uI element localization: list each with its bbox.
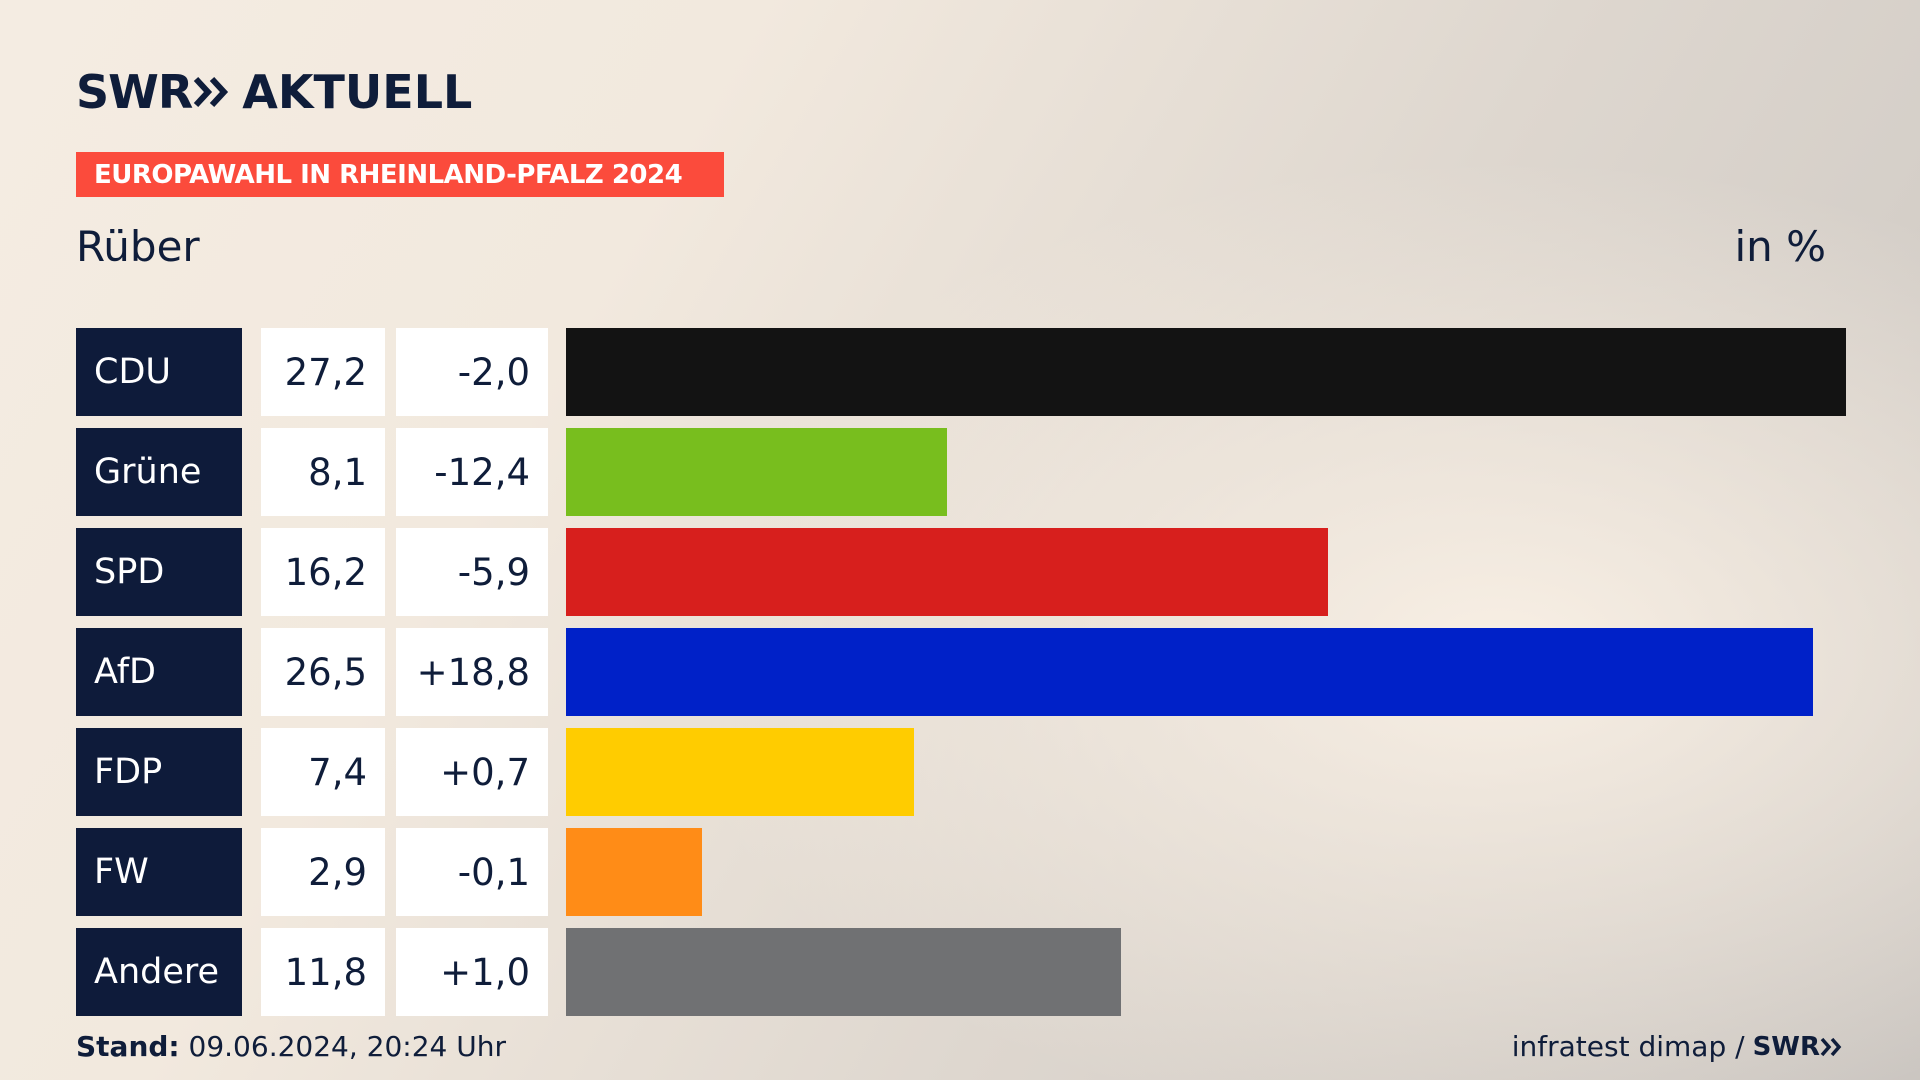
source-credit: infratest dimap / SWR xyxy=(1512,1030,1844,1063)
party-label: SPD xyxy=(76,528,242,616)
change-label: +18,8 xyxy=(396,628,548,716)
vote-share-label: 11,8 xyxy=(261,928,385,1016)
logo-swr-text: SWR xyxy=(76,65,193,119)
result-bar xyxy=(566,828,702,916)
footer-chevrons-icon xyxy=(1820,1037,1842,1056)
result-bar xyxy=(566,428,947,516)
party-label: FW xyxy=(76,828,242,916)
vote-share-label: 27,2 xyxy=(261,328,385,416)
party-label: Andere xyxy=(76,928,242,1016)
vote-share-label: 2,9 xyxy=(261,828,385,916)
swr-aktuell-logo: SWR AKTUELL xyxy=(76,64,472,120)
chart-subtitle: Rüber xyxy=(76,222,200,271)
unit-label: in % xyxy=(1734,222,1826,271)
logo-aktuell-text: AKTUELL xyxy=(242,65,473,119)
result-row: AfD 26,5 +18,8 xyxy=(76,628,1846,716)
change-label: -12,4 xyxy=(396,428,548,516)
result-bar xyxy=(566,728,914,816)
stand-label: Stand: xyxy=(76,1030,180,1063)
timestamp: Stand: 09.06.2024, 20:24 Uhr xyxy=(76,1030,506,1063)
vote-share-label: 7,4 xyxy=(261,728,385,816)
result-row: FDP 7,4 +0,7 xyxy=(76,728,1846,816)
result-row: Andere 11,8 +1,0 xyxy=(76,928,1846,1016)
party-label: CDU xyxy=(76,328,242,416)
change-label: +0,7 xyxy=(396,728,548,816)
footer-swr-logo: SWR xyxy=(1752,1031,1820,1062)
change-label: -5,9 xyxy=(396,528,548,616)
result-bar xyxy=(566,928,1121,1016)
result-bar xyxy=(566,528,1328,616)
result-row: CDU 27,2 -2,0 xyxy=(76,328,1846,416)
change-label: +1,0 xyxy=(396,928,548,1016)
party-label: Grüne xyxy=(76,428,242,516)
source-text: infratest dimap / xyxy=(1511,1030,1745,1063)
vote-share-label: 8,1 xyxy=(261,428,385,516)
logo-chevrons-icon xyxy=(194,76,229,108)
election-banner: EUROPAWAHL IN RHEINLAND-PFALZ 2024 xyxy=(76,152,724,197)
result-row: SPD 16,2 -5,9 xyxy=(76,528,1846,616)
result-row: Grüne 8,1 -12,4 xyxy=(76,428,1846,516)
party-label: AfD xyxy=(76,628,242,716)
vote-share-label: 16,2 xyxy=(261,528,385,616)
vote-share-label: 26,5 xyxy=(261,628,385,716)
result-bar xyxy=(566,628,1813,716)
change-label: -0,1 xyxy=(396,828,548,916)
party-label: FDP xyxy=(76,728,242,816)
change-label: -2,0 xyxy=(396,328,548,416)
result-bar xyxy=(566,328,1846,416)
stand-value: 09.06.2024, 20:24 Uhr xyxy=(188,1030,506,1063)
result-row: FW 2,9 -0,1 xyxy=(76,828,1846,916)
